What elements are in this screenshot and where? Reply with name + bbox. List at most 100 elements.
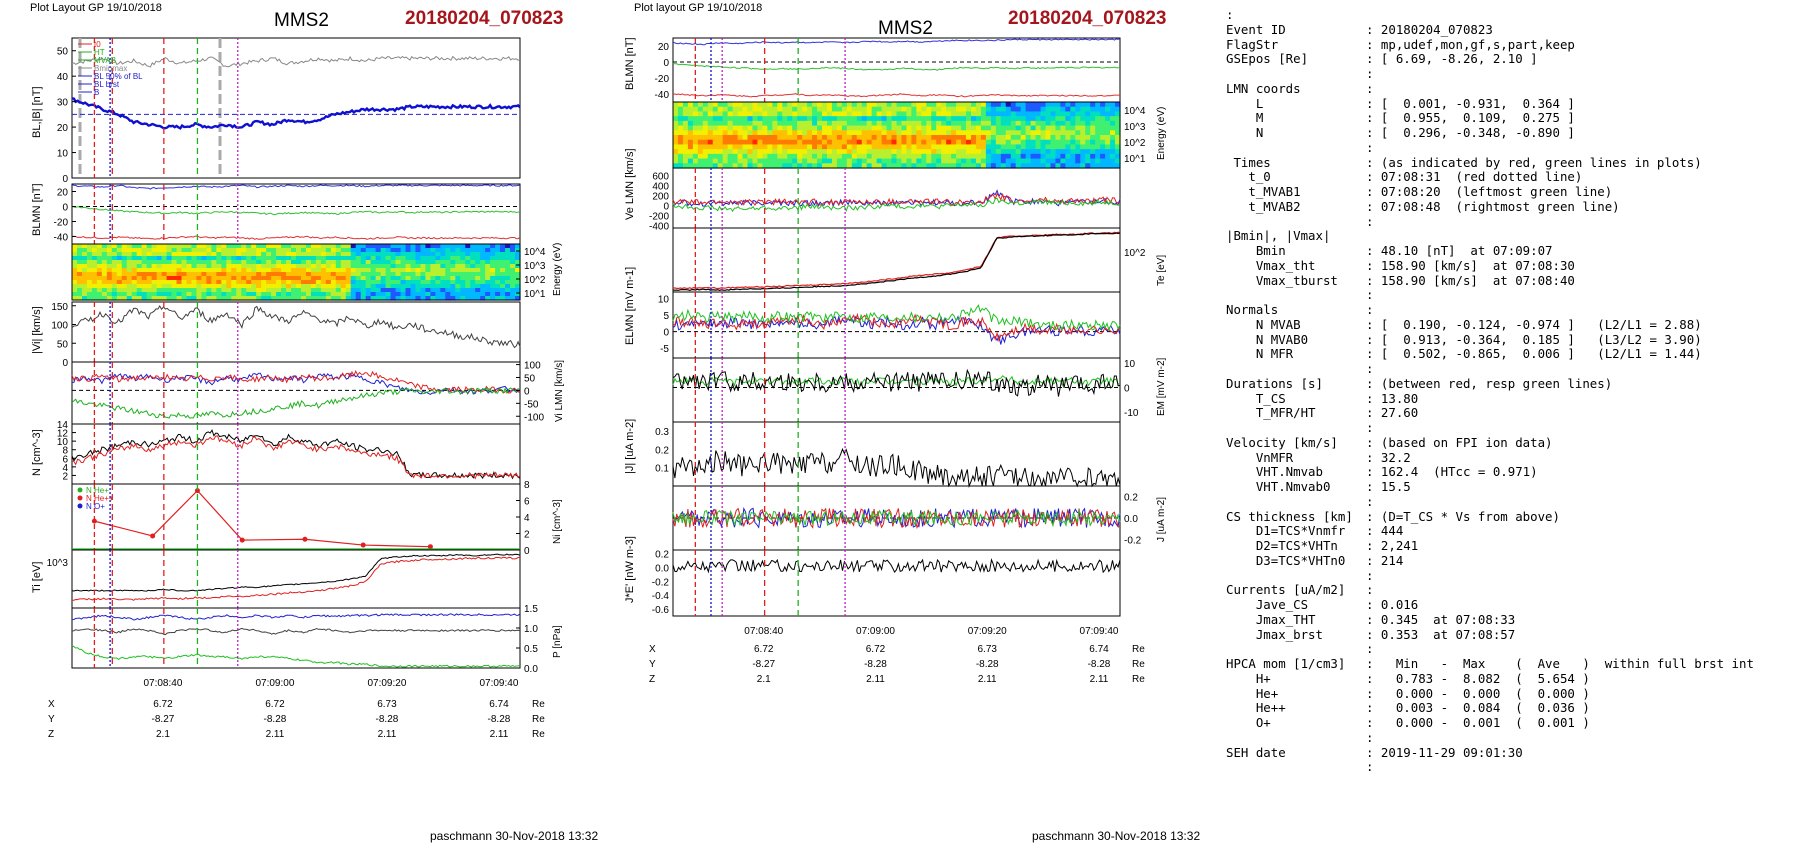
- spectrogram-cell: [196, 260, 203, 265]
- spectrogram-cell: [176, 256, 183, 261]
- spectrogram-cell: [677, 111, 684, 117]
- spectrogram-cell: [281, 252, 287, 257]
- spectrogram-cell: [370, 264, 377, 269]
- spectrogram-cell: [1070, 139, 1076, 146]
- spectrogram-cell: [817, 120, 823, 127]
- spectrogram-cell: [975, 163, 982, 169]
- spectrogram-cell: [315, 272, 322, 277]
- spectrogram-cell: [777, 149, 783, 155]
- spectrogram-cell: [340, 292, 347, 297]
- spectrogram-cell: [1105, 130, 1111, 136]
- spectrogram-cell: [445, 256, 451, 261]
- spectrogram-cell: [440, 292, 446, 297]
- spectrogram-cell: [325, 264, 332, 269]
- spectrogram-cell: [817, 102, 823, 108]
- spectrogram-cell: [762, 111, 768, 117]
- tick-label: 0: [663, 328, 669, 339]
- spectrogram-cell: [876, 111, 883, 117]
- spectrogram-cell: [116, 268, 123, 273]
- tick-label: 10^1: [524, 289, 546, 300]
- spectrogram-cell: [445, 248, 451, 253]
- spectrogram-cell: [866, 144, 873, 150]
- tick-label: 0: [524, 546, 530, 557]
- summary-line: D2=TCS*VHTn: 2,241: [1226, 538, 1796, 554]
- spectrogram-cell: [692, 149, 699, 155]
- spectrogram-cell: [76, 280, 83, 285]
- spectrogram-cell: [846, 144, 853, 150]
- spectrogram-cell: [1110, 125, 1116, 131]
- tick-label: 6: [524, 497, 530, 508]
- spectrogram-cell: [485, 248, 491, 253]
- spectrogram-cell: [966, 116, 972, 122]
- spectrogram-cell: [1025, 116, 1032, 122]
- spectrogram-cell: [271, 256, 277, 261]
- spectrogram-cell: [1085, 158, 1091, 164]
- panel-blmn: [71, 183, 521, 245]
- spectrogram-cell: [186, 288, 193, 293]
- spectrogram-cell: [1075, 106, 1081, 113]
- spectrogram-cell: [206, 264, 212, 269]
- spectrogram-cell: [901, 125, 908, 131]
- summary-line: Currents [uA/m2]:: [1226, 582, 1796, 598]
- spectrogram-cell: [1050, 158, 1057, 164]
- spectrogram-cell: [966, 102, 972, 108]
- spectrogram-cell: [851, 106, 858, 113]
- series-VM: [71, 369, 521, 394]
- summary-key: D3=TCS*VHTn0: [1226, 552, 1346, 568]
- spectrogram-cell: [141, 292, 148, 297]
- spectrogram-cell: [515, 244, 521, 249]
- spectrogram-cell: [682, 125, 689, 131]
- spectrogram-cell: [1115, 144, 1121, 150]
- spectrogram-cell: [911, 149, 917, 155]
- spectrogram-cell: [1045, 139, 1052, 146]
- summary-value: : 0.000 - 0.000 ( 0.000 ): [1366, 685, 1590, 701]
- summary-value: : 0.000 - 0.001 ( 0.001 ): [1366, 715, 1590, 730]
- spectrogram-cell: [797, 125, 803, 131]
- spectrogram-cell: [131, 248, 138, 253]
- spectrogram-cell: [171, 280, 178, 285]
- spectrogram-cell: [181, 248, 188, 253]
- spectrogram-cell: [1040, 144, 1047, 150]
- coord-value: 6.72: [265, 699, 285, 710]
- spectrogram-cell: [335, 276, 342, 281]
- spectrogram-cell: [490, 268, 496, 273]
- spectrogram-cell: [201, 268, 207, 273]
- tick-label: 12: [57, 429, 69, 440]
- spectrogram-cell: [866, 149, 873, 155]
- spectrogram-cell: [131, 292, 138, 297]
- spectrogram-cell: [111, 296, 118, 301]
- spectrogram-cell: [990, 139, 997, 146]
- spectrogram-cell: [345, 256, 352, 261]
- series-vel: [672, 189, 1121, 208]
- spectrogram-cell: [926, 102, 932, 108]
- spectrogram-cell: [812, 153, 818, 160]
- spectrogram-cell: [211, 268, 217, 273]
- spectrogram-cell: [350, 292, 357, 297]
- spectrogram-cell: [772, 158, 778, 164]
- spectrogram-cell: [797, 111, 803, 117]
- spectrogram-cell: [216, 280, 222, 285]
- spectrogram-cell: [841, 116, 848, 122]
- spectrogram-cell: [400, 280, 407, 285]
- spectrogram-cell: [767, 116, 773, 122]
- series-he++: [94, 489, 431, 548]
- spectrogram-cell: [435, 244, 441, 249]
- spectrogram-cell: [345, 268, 352, 273]
- spectrogram-cell: [757, 130, 763, 136]
- spectrogram-cell: [161, 288, 168, 293]
- spectrogram-cell: [400, 272, 407, 277]
- spectrogram-cell: [980, 116, 987, 122]
- middle-spacecraft: MMS2: [878, 18, 933, 39]
- spectrogram-cell: [737, 102, 744, 108]
- spectrogram-cell: [151, 276, 158, 281]
- spectrogram-cell: [985, 139, 992, 146]
- spectrogram-cell: [911, 116, 917, 122]
- spectrogram-cell: [861, 116, 868, 122]
- spectrogram-cell: [246, 280, 252, 285]
- spectrogram-cell: [1075, 116, 1081, 122]
- spectrogram-cell: [866, 111, 873, 117]
- spectrogram-cell: [251, 280, 257, 285]
- spectrogram-cell: [425, 256, 431, 261]
- summary-key: D1=TCS*Vnmfr: [1226, 523, 1346, 539]
- spectrogram-cell: [722, 116, 729, 122]
